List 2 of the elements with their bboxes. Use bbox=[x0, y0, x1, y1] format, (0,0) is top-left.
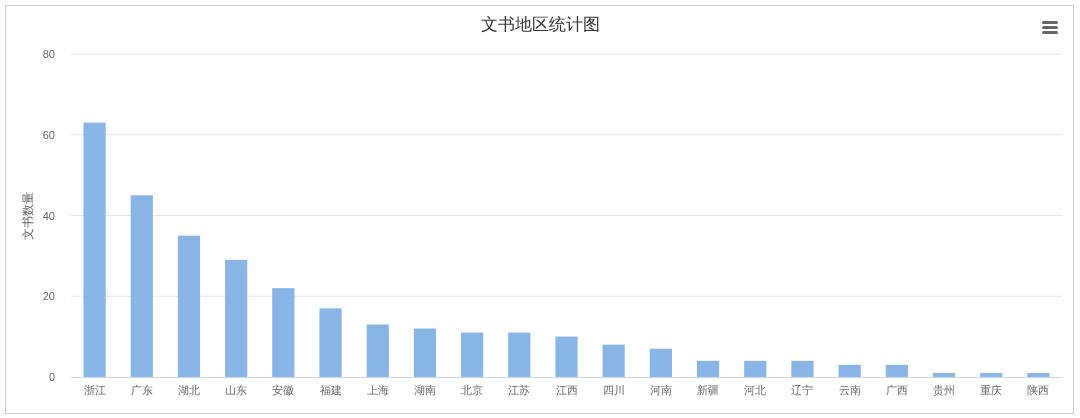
title: 文书地区统计图 bbox=[480, 15, 600, 34]
ylabel: 文书数量 bbox=[21, 191, 35, 240]
